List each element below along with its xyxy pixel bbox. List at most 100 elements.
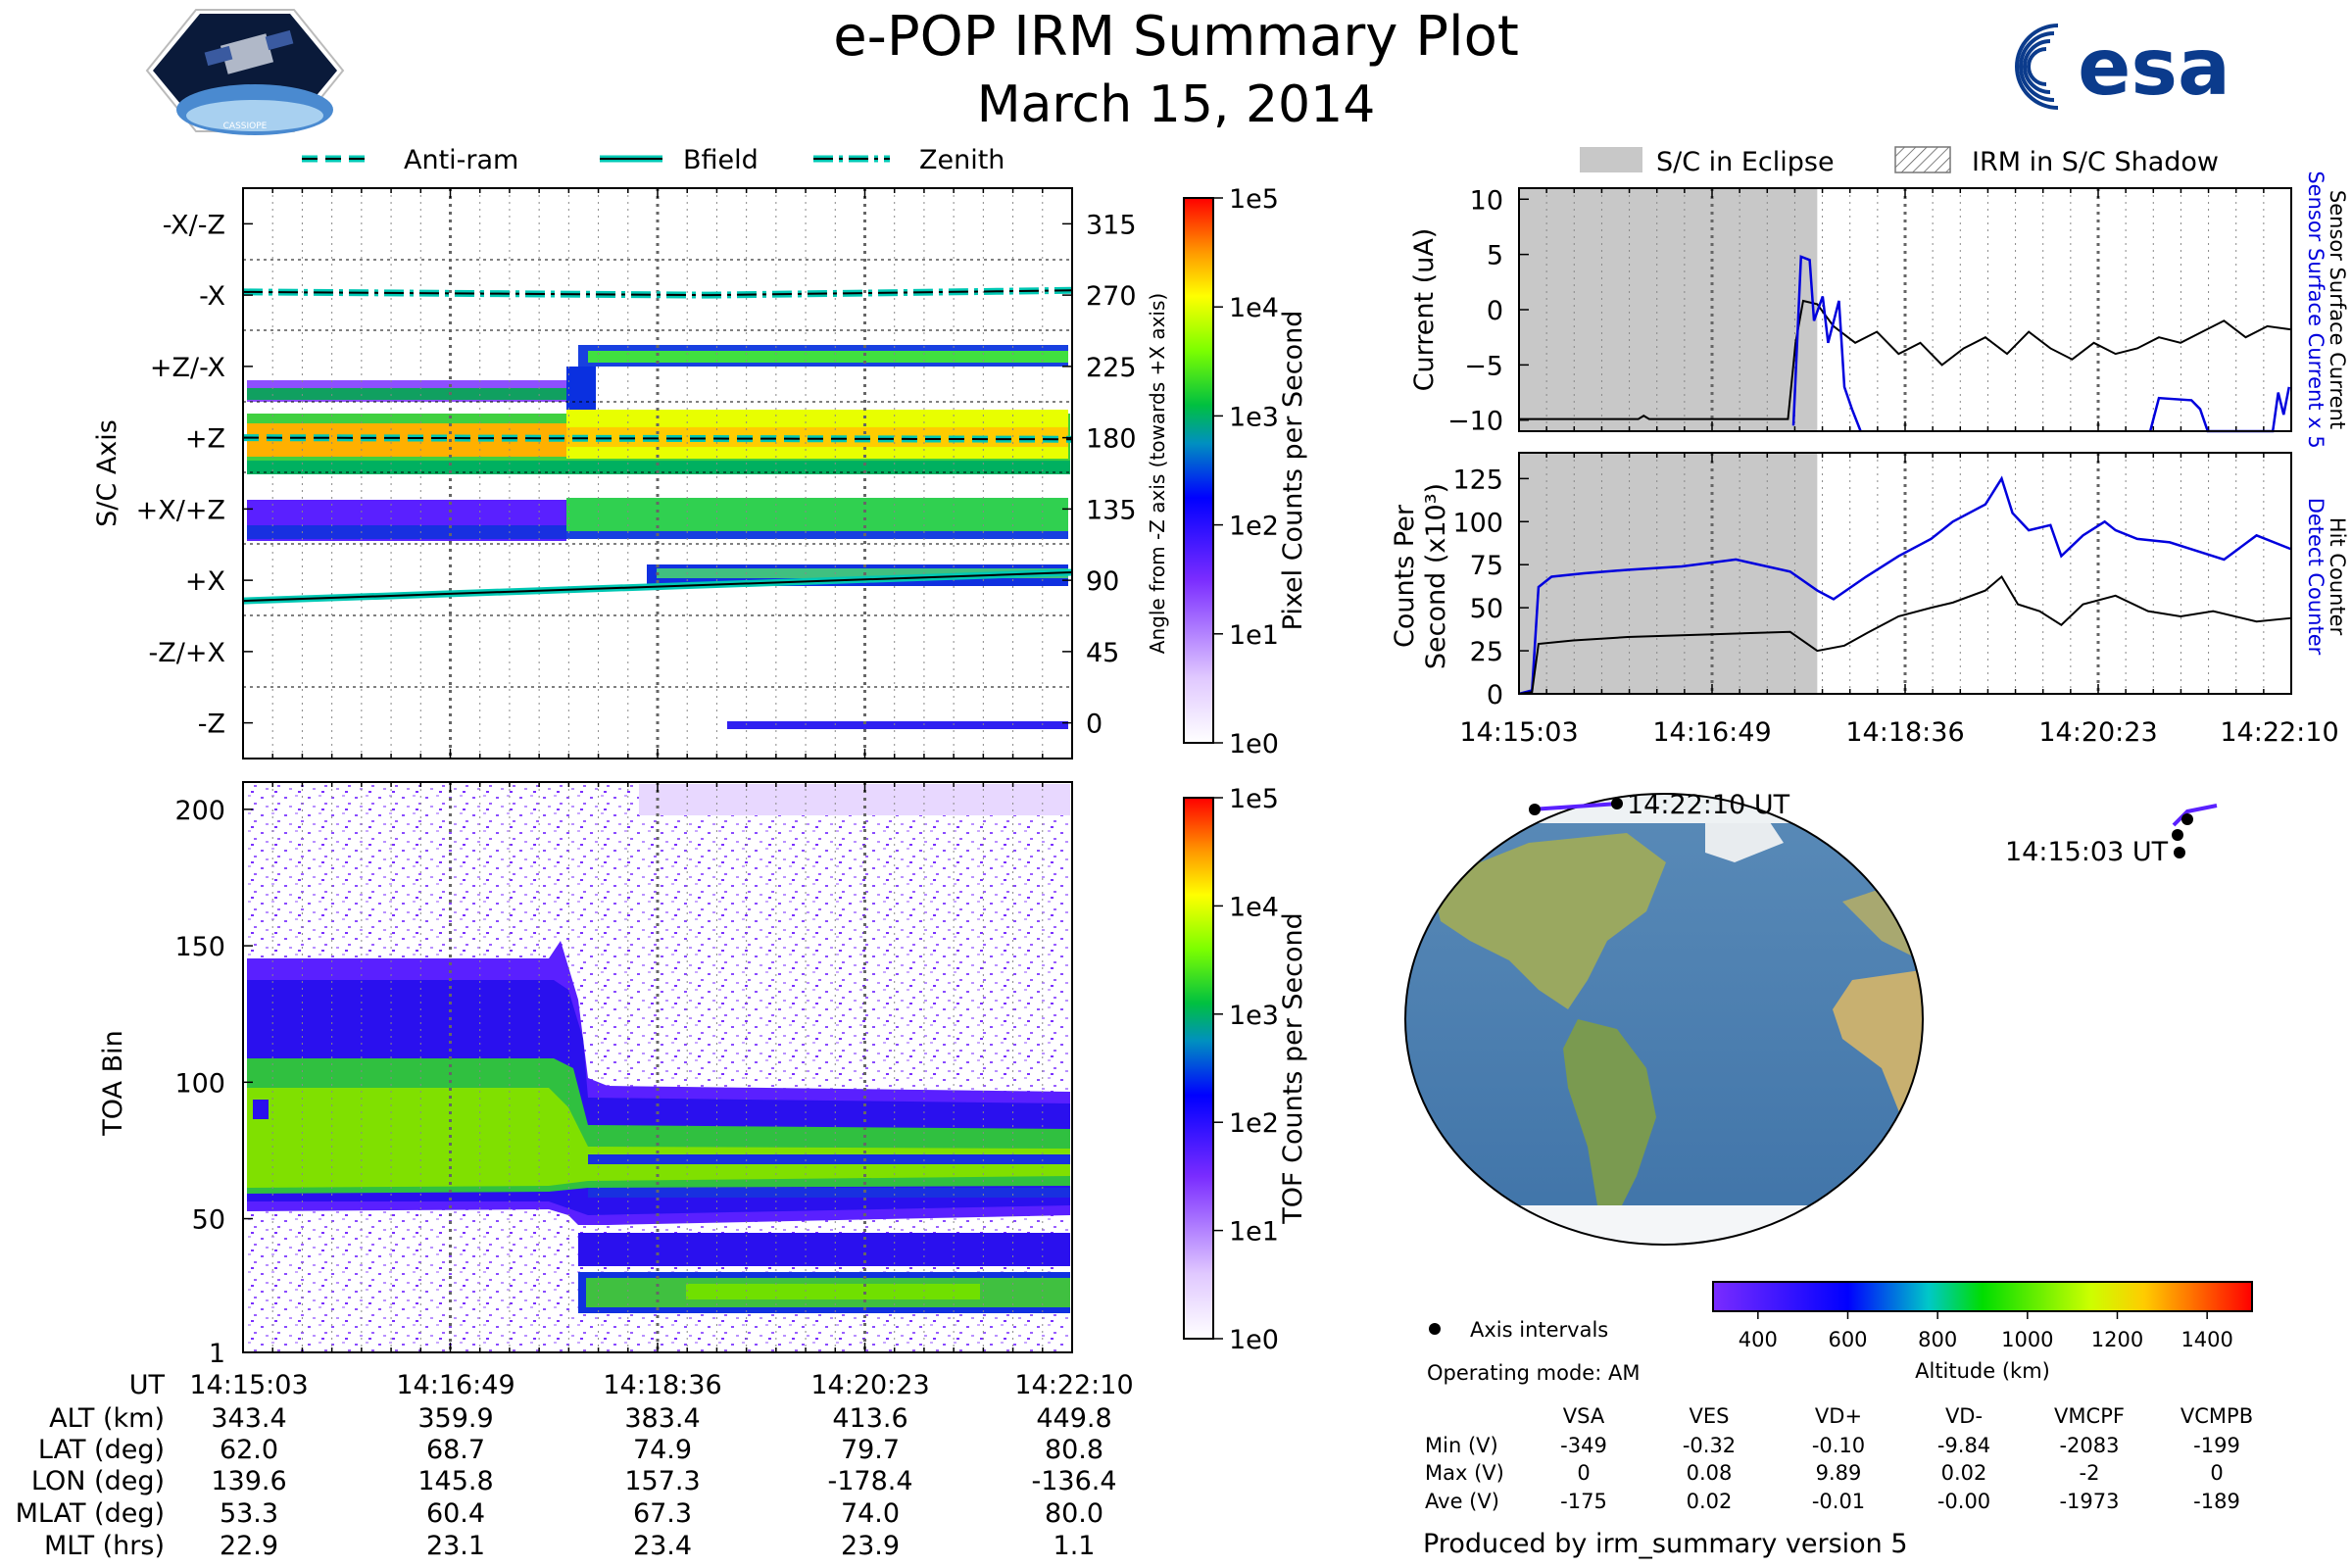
voltage-header: VSA: [1563, 1404, 1605, 1428]
toa-spectrogram: 200 150 100 50 1 TOA Bin: [98, 781, 1073, 1369]
counts-ytick-label: 50: [1470, 594, 1503, 624]
ephemeris-cell: 74.9: [633, 1435, 692, 1465]
ephemeris-cell: 139.6: [211, 1466, 286, 1496]
colorbar-tick-label: 1e2: [1229, 512, 1279, 542]
sc-axis-yticks: -X/-Z 315 -X 270 +Z/-X 225 +Z 180 +X/+Z 135 +X 90 -Z…: [136, 210, 1137, 739]
voltage-cell: -2083: [2059, 1434, 2119, 1457]
current-ytick-label: 10: [1470, 185, 1503, 216]
current-ytick-label: −10: [1447, 407, 1503, 437]
voltage-row-label: Ave (V): [1425, 1490, 1499, 1513]
current-ytick-label: 0: [1487, 296, 1503, 326]
ephemeris-cell: -178.4: [827, 1466, 912, 1496]
ephemeris-cell: 23.1: [426, 1531, 485, 1561]
counts-y2label-black: Hit Counter: [2326, 517, 2349, 636]
hit-counter-line: [1518, 574, 2292, 695]
page-title: e-POP IRM Summary Plot: [833, 5, 1519, 69]
voltage-header: VD-: [1945, 1404, 1983, 1428]
counts-ytick-label: 25: [1470, 637, 1503, 667]
orbit-map: 14:22:10 UT 14:15:03 UT: [1404, 790, 2218, 1246]
colorbar-tick-label: 1e0: [1229, 1325, 1279, 1355]
colorbar-tick-label: 1e4: [1229, 293, 1279, 323]
ephemeris-row-label: ALT (km): [49, 1403, 165, 1434]
voltage-cell: -1973: [2059, 1490, 2119, 1513]
ephemeris-row-label: LAT (deg): [38, 1435, 165, 1465]
ephemeris-cell: 14:20:23: [810, 1370, 929, 1400]
sc-axis-y2tick-label: 270: [1086, 281, 1137, 312]
altitude-tick-label: 600: [1828, 1328, 1867, 1351]
current-ytick-label: −5: [1464, 351, 1503, 381]
voltage-cell: 9.89: [1816, 1461, 1862, 1485]
sc-axis-y2tick-label: 225: [1086, 353, 1137, 383]
orbit-end-label: 14:22:10 UT: [1627, 790, 1790, 820]
altitude-colorbar-ticks: 400 600 800 1000 1200 1400: [1739, 1311, 2233, 1351]
voltage-cell: -0.01: [1812, 1490, 1865, 1513]
voltage-row-label: Min (V): [1425, 1434, 1498, 1457]
ephemeris-cell: 157.3: [624, 1466, 700, 1496]
legend-zenith: Zenith: [919, 145, 1004, 175]
ephemeris-cell: 53.3: [220, 1498, 278, 1529]
ephemeris-row-label: MLAT (deg): [16, 1498, 165, 1529]
voltage-cell: -189: [2193, 1490, 2240, 1513]
counts-ylabel-line2: Second (x10³): [1421, 483, 1451, 669]
axis-interval-point: [2174, 847, 2185, 858]
sc-axis-ytick-label: +Z: [185, 424, 225, 455]
voltage-cell: 0: [2210, 1461, 2223, 1485]
toa-ytick-label: 50: [192, 1205, 225, 1236]
voltage-table: VSA VES VD+ VD- VMCPF VCMPB Min (V) -349 -0.32 -0…: [1425, 1404, 2253, 1513]
orbit-track: [1529, 798, 2218, 858]
eclipse-region-counts: [1519, 453, 1818, 694]
counts-ytick-label: 75: [1470, 551, 1503, 581]
ephemeris-cell: 23.4: [633, 1531, 692, 1561]
sc-axis-spectrogram-bands: [247, 345, 1070, 729]
pixel-counts-colorbar-ticks: 1e5 1e4 1e3 1e2 1e1 1e0: [1213, 184, 1279, 760]
altitude-tick-label: 1000: [2001, 1328, 2053, 1351]
legend-shadow: IRM in S/C Shadow: [1972, 147, 2219, 177]
sc-axis-ytick-label: +X: [185, 566, 225, 597]
voltage-cell: -0.00: [1937, 1490, 1990, 1513]
current-plot: 10 5 0 −5 −10 Current (uA) Sensor Surface Cu…: [1409, 171, 2349, 448]
ephemeris-cell: 80.8: [1045, 1435, 1103, 1465]
voltage-cell: 0: [1577, 1461, 1590, 1485]
counts-ytick-label: 100: [1452, 508, 1503, 538]
pixel-counts-colorbar-label: Pixel Counts per Second: [1278, 311, 1308, 631]
detect-counter-line: [1518, 475, 2292, 696]
ephemeris-cell: 14:18:36: [603, 1370, 721, 1400]
sc-axis-y2tick-label: 135: [1086, 495, 1137, 525]
orbit-track-start-segment: [2172, 804, 2218, 827]
ephemeris-cell: 1.1: [1054, 1531, 1096, 1561]
cassiope-logo-text: CASSIOPE: [223, 122, 268, 131]
tof-counts-colorbar-ticks: 1e5 1e4 1e3 1e2 1e1 1e0: [1213, 784, 1279, 1355]
tof-counts-colorbar: 1e5 1e4 1e3 1e2 1e1 1e0 TOF Counts per Second: [1183, 784, 1308, 1355]
altitude-tick-label: 1400: [2180, 1328, 2232, 1351]
ephemeris-cell: 68.7: [426, 1435, 485, 1465]
legend-eclipse: S/C in Eclipse: [1656, 147, 1835, 177]
current-line-black: [1519, 299, 2292, 420]
sc-axis-ytick-label: +X/+Z: [136, 495, 225, 525]
voltage-header: VES: [1690, 1404, 1730, 1428]
ephemeris-row-label: UT: [129, 1370, 166, 1400]
ephemeris-cell: 79.7: [841, 1435, 900, 1465]
counts-xtick-label: 14:18:36: [1845, 717, 1964, 748]
eclipse-region-current: [1519, 188, 1818, 431]
sc-axis-legend: Anti-ram Bfield Zenith: [302, 145, 1004, 175]
tof-counts-colorbar-label: TOF Counts per Second: [1278, 912, 1308, 1225]
counts-ytick-label: 0: [1487, 680, 1503, 710]
voltage-cell: -9.84: [1937, 1434, 1990, 1457]
ephemeris-cell: 413.6: [832, 1403, 907, 1434]
ephemeris-cell: 62.0: [220, 1435, 278, 1465]
voltage-cell: -2: [2080, 1461, 2100, 1485]
ephemeris-row-label: LON (deg): [31, 1466, 165, 1496]
ephemeris-cell: 359.9: [417, 1403, 493, 1434]
esa-logo-text: esa: [2078, 22, 2230, 113]
altitude-tick-label: 400: [1739, 1328, 1778, 1351]
ephemeris-cell: 14:22:10: [1014, 1370, 1133, 1400]
ephemeris-cell: 383.4: [624, 1403, 700, 1434]
current-y2label-blue: Sensor Surface Current x 5: [2304, 171, 2328, 448]
ephemeris-cell: 14:16:49: [396, 1370, 514, 1400]
voltage-cell: -175: [1560, 1490, 1607, 1513]
voltage-row-label: Max (V): [1425, 1461, 1504, 1485]
colorbar-tick-label: 1e1: [1229, 1217, 1279, 1248]
axis-interval-point: [2172, 829, 2183, 841]
